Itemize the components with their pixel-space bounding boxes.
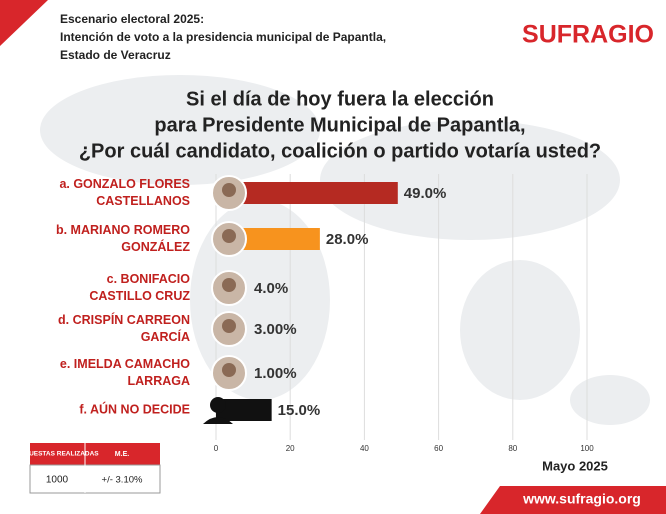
table-header-bg <box>30 443 160 465</box>
header-line: Intención de voto a la presidencia munic… <box>60 30 386 44</box>
category-label: LARRAGA <box>128 374 191 388</box>
category-label: GONZÁLEZ <box>121 239 190 254</box>
category-label: c. BONIFACIO <box>107 272 191 286</box>
x-tick-label: 40 <box>360 444 369 453</box>
category-label: GARCÍA <box>141 329 190 344</box>
table-cell: +/- 3.10% <box>102 475 143 486</box>
table-body <box>29 464 161 494</box>
candidate-face <box>222 363 236 377</box>
bar <box>216 399 272 421</box>
x-tick-label: 0 <box>214 444 219 453</box>
value-label: 28.0% <box>326 231 369 248</box>
value-label: 3.00% <box>254 321 297 338</box>
table-cell: 1000 <box>46 475 69 486</box>
unknown-head <box>210 397 226 413</box>
category-label: a. GONZALO FLORES <box>59 177 190 191</box>
footer-band <box>480 486 666 514</box>
category-label: e. IMELDA CAMACHO <box>60 357 190 371</box>
category-label: b. MARIANO ROMERO <box>56 223 190 237</box>
chart-title: ¿Por cuál candidato, coalición o partido… <box>79 140 601 162</box>
unknown-body <box>203 417 233 424</box>
chart-title: para Presidente Municipal de Papantla, <box>154 114 525 136</box>
x-tick-label: 80 <box>508 444 517 453</box>
value-label: 4.0% <box>254 280 288 297</box>
candidate-face <box>222 319 236 333</box>
bar <box>216 182 398 204</box>
table-header: M.E. <box>115 451 129 458</box>
candidate-face <box>222 183 236 197</box>
brand-logo: SUFRAGIO <box>522 21 654 49</box>
value-label: 49.0% <box>404 185 447 202</box>
date-label: Mayo 2025 <box>542 458 608 473</box>
value-label: 1.00% <box>254 365 297 382</box>
category-label: d. CRISPÍN CARREON <box>58 312 190 327</box>
category-label: f. AÚN NO DECIDE <box>79 401 190 416</box>
chart-title: Si el día de hoy fuera la elección <box>186 88 494 110</box>
x-tick-label: 60 <box>434 444 443 453</box>
category-label: CASTELLANOS <box>96 194 190 208</box>
website: www.sufragio.org <box>522 491 641 507</box>
value-label: 15.0% <box>278 402 321 419</box>
header-line: Estado de Veracruz <box>60 48 171 62</box>
candidate-face <box>222 229 236 243</box>
header-line: Escenario electoral 2025: <box>60 12 204 26</box>
category-label: CASTILLO CRUZ <box>89 289 190 303</box>
table-header: ENCUESTAS REALIZADAS <box>15 451 99 458</box>
corner-decoration <box>0 0 48 46</box>
candidate-face <box>222 278 236 292</box>
x-tick-label: 20 <box>286 444 295 453</box>
x-tick-label: 100 <box>580 444 594 453</box>
